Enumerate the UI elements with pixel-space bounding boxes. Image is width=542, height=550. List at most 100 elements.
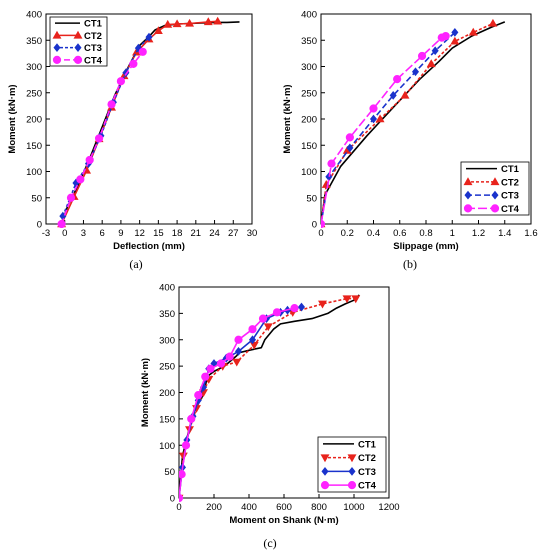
- panel-c-point-ct3: [234, 346, 243, 356]
- panel-b-y-tick-label: 350: [301, 36, 317, 47]
- panel-c-y-tick-label: 350: [159, 309, 175, 320]
- panel-b-x-tick-label: 1.2: [472, 228, 485, 239]
- panel-a-legend-marker-ct3: [53, 43, 61, 53]
- panel-c-point-ct3: [248, 335, 257, 345]
- panel-a-point-ct4: [138, 47, 147, 56]
- panel-a-y-tick-label: 100: [26, 167, 42, 178]
- panel-c-point-ct4: [206, 364, 215, 373]
- panel-a-caption: (a): [129, 257, 142, 271]
- panel-c-point-ct2: [263, 323, 273, 332]
- panel-c-point-ct4: [187, 414, 196, 423]
- panel-c-legend-label-ct1: CT1: [358, 439, 377, 450]
- panel-b-series-ct3: [321, 27, 459, 228]
- panel-a-legend-marker-ct3: [74, 43, 82, 53]
- panel-b-y-tick-label: 400: [301, 10, 317, 21]
- panel-b-legend-marker-ct2: [463, 177, 473, 186]
- panel-b-y-tick-label: 200: [301, 115, 317, 126]
- panel-a-x-tick-label: 15: [153, 228, 164, 239]
- panel-c-point-ct4: [234, 335, 243, 344]
- panel-c-legend-marker-ct4: [347, 481, 357, 490]
- panel-c-legend-label-ct3: CT3: [358, 467, 376, 478]
- panel-a: -3 0 3 6 9 12 15 18 21 24 27 3005010015020025030035…: [7, 10, 257, 272]
- panel-c-plot-area: 0 200 400 600 800 1000 1200 0 50 100 150 200 250 300 3…: [140, 283, 400, 527]
- panel-c-y-tick-label: 300: [159, 335, 175, 346]
- panel-a-legend-marker-ct2: [73, 30, 83, 39]
- panel-a-y-tick-label: 200: [26, 115, 42, 126]
- panel-b-x-tick-label: 1.6: [524, 228, 537, 239]
- panel-c-legend-label-ct4: CT4: [358, 481, 377, 492]
- panel-c-legend-marker-ct4: [320, 481, 330, 490]
- panel-b-series-ct1: [321, 21, 506, 225]
- panel-a-point-ct4: [129, 59, 138, 68]
- panel-c-y-tick-label: 250: [159, 362, 175, 373]
- panel-c-y-tick-label: 150: [159, 414, 175, 425]
- panel-a-legend-marker-ct2: [52, 30, 62, 39]
- panel-a-x-tick-label: -3: [42, 228, 50, 239]
- panel-c-point-ct3: [297, 302, 306, 312]
- panel-a-x-tick-label: 6: [100, 228, 105, 239]
- panel-c-x-tick-label: 800: [311, 502, 327, 513]
- panel-a-point-ct2: [203, 17, 213, 26]
- panel-a-x-tick-label: 9: [118, 228, 123, 239]
- panel-c-point-ct4: [181, 441, 191, 450]
- panel-c-y-tick-label: 0: [170, 494, 175, 505]
- panel-c-y-tick-label: 50: [164, 467, 175, 478]
- panel-c-point-ct4: [201, 372, 210, 381]
- panel-a-point-ct2: [172, 19, 182, 28]
- panel-b-point-ct4: [369, 104, 378, 113]
- panel-a-plot-area: -3 0 3 6 9 12 15 18 21 24 27 3005010015020025030035…: [7, 10, 257, 253]
- panel-b-legend-label-ct1: CT1: [501, 164, 520, 175]
- panel-b-point-ct2: [450, 36, 460, 45]
- panel-c-point-ct4: [225, 352, 234, 361]
- panel-c-point-ct2: [351, 295, 361, 304]
- panel-a-legend-marker-ct4: [52, 55, 62, 64]
- panel-b-x-axis-label: Slippage (mm): [393, 241, 458, 252]
- panel-b-y-tick-label: 150: [301, 141, 317, 152]
- panel-c-point-ct4: [290, 304, 299, 313]
- panel-b-plot-area: 0 0.2 0.4 0.6 0.8 1 1.2 1.4 1.6 0 50 100 150 200 250 30…: [282, 10, 538, 253]
- panel-b-y-tick-label: 100: [301, 167, 317, 178]
- panel-c-point-ct4: [216, 359, 226, 368]
- panel-a-x-tick-label: 30: [247, 228, 258, 239]
- panel-a-x-tick-label: 24: [209, 228, 220, 239]
- panel-b-point-ct4: [321, 219, 326, 228]
- panel-a-series-ct4: [57, 47, 147, 228]
- panel-b-line-ct3: [321, 31, 456, 225]
- panel-c-y-axis-label: Moment (kN·m): [140, 358, 151, 427]
- panel-b-line-ct1: [321, 21, 506, 225]
- panel-b-point-ct2: [488, 18, 498, 27]
- panel-a-x-tick-label: 3: [81, 228, 86, 239]
- panel-b-line-ct4: [321, 35, 447, 225]
- panel-c-point-ct4: [248, 325, 257, 334]
- panel-c-x-tick-label: 1000: [343, 502, 364, 513]
- panel-b-legend-marker-ct4: [490, 204, 500, 213]
- panel-b-legend: CT1 CT2 CT3 CT4: [460, 161, 530, 216]
- panel-c-point-ct4: [179, 470, 186, 479]
- panel-a-point-ct4: [116, 77, 126, 86]
- panel-c-point-ct2: [342, 295, 352, 304]
- panel-c-legend-marker-ct2: [347, 454, 357, 463]
- panel-b-y-axis-label: Moment (kN·m): [282, 84, 293, 153]
- panel-c-legend-marker-ct3: [321, 466, 329, 476]
- panel-c-legend-marker-ct2: [320, 454, 330, 463]
- panel-a-point-ct2: [213, 16, 223, 25]
- panel-b-point-ct4: [327, 159, 336, 168]
- panel-b-x-tick-label: 0.6: [393, 228, 406, 239]
- panel-c-x-tick-label: 600: [276, 502, 292, 513]
- panel-b-point-ct3: [346, 143, 354, 153]
- panel-c-point-ct4: [179, 493, 184, 502]
- panel-b-point-ct4: [345, 133, 354, 142]
- panel-b-point-ct2: [375, 114, 385, 123]
- panel-a-y-tick-label: 400: [26, 10, 42, 21]
- panel-a-x-tick-label: 18: [172, 228, 183, 239]
- panel-a-y-axis-label: Moment (kN·m): [7, 84, 18, 153]
- panel-a-legend-label-ct2: CT2: [84, 31, 102, 42]
- panel-a-y-tick-label: 50: [31, 193, 42, 204]
- panel-b-x-tick-label: 0.8: [419, 228, 432, 239]
- panel-a-legend-marker-ct4: [73, 55, 83, 64]
- panel-b-legend-label-ct2: CT2: [501, 177, 519, 188]
- panel-c-point-ct4: [194, 391, 203, 400]
- panel-a-legend-label-ct4: CT4: [84, 55, 103, 66]
